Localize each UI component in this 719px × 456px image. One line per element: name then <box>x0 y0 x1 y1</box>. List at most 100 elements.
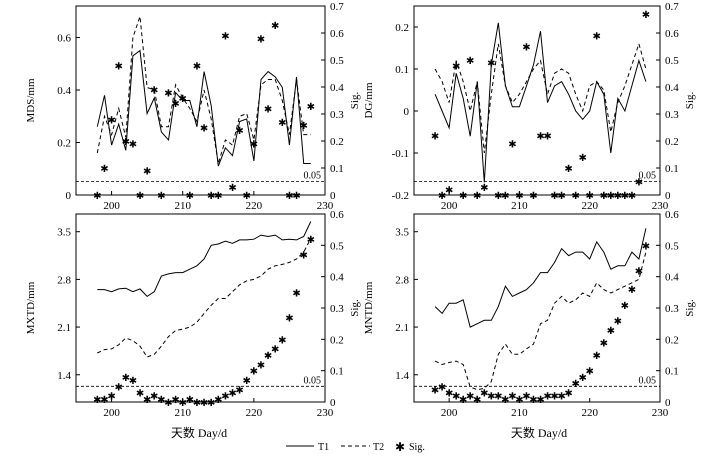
dg-sig-point: ✱ <box>487 59 495 70</box>
mxtd-sig-point: ✱ <box>271 345 279 356</box>
mntd-sig-point: ✱ <box>607 326 615 337</box>
mds-series-t2 <box>96 16 311 164</box>
dg-sig-point: ✱ <box>564 164 572 175</box>
mds-sig-point: ✱ <box>285 191 293 202</box>
mntd-sig-point: ✱ <box>557 392 565 403</box>
mds-sig-point: ✱ <box>221 32 229 43</box>
mxtd-sig-point: ✱ <box>114 382 122 393</box>
mntd-sig-point: ✱ <box>578 373 586 384</box>
mxtd-plot-frame <box>75 213 326 403</box>
mds-y2tick-label: 0.1 <box>330 163 344 175</box>
mntd-xtick-label: 200 <box>441 407 458 419</box>
mntd-sig-point: ✱ <box>628 285 636 296</box>
mxtd-xtick-label: 230 <box>317 407 334 419</box>
mxtd-sig-point: ✱ <box>186 395 194 406</box>
mds-sig-point: ✱ <box>228 183 236 194</box>
dg-plot-frame <box>413 5 661 196</box>
mntd-sig-point: ✱ <box>508 392 516 403</box>
mxtd-y2label: Sig. <box>349 299 361 317</box>
mds-sig-point: ✱ <box>136 191 144 202</box>
dg-y2tick-label: 0.4 <box>665 82 679 94</box>
mxtd-sig-point: ✱ <box>150 392 158 403</box>
mxtd-y2tick-label: 0.5 <box>330 240 344 252</box>
mds-xtick-label: 210 <box>174 200 191 212</box>
mds-ytick-label: 0 <box>66 190 72 202</box>
legend-sig-label: Sig. <box>409 442 425 453</box>
mntd-sig-point: ✱ <box>621 301 629 312</box>
dg-sig-point: ✱ <box>543 132 551 143</box>
mntd-sig-point: ✱ <box>522 392 530 403</box>
mds-sig-point: ✱ <box>214 191 222 202</box>
dg-y2tick-label: 0.6 <box>665 28 679 40</box>
dg-y2tick-label: 0.3 <box>665 109 679 121</box>
mds-ytick-label: 0.2 <box>57 138 71 150</box>
legend: T1 T2 ✱ Sig. <box>286 440 425 454</box>
mntd-sig-point: ✱ <box>586 367 594 378</box>
dg-ytick-label: 0.1 <box>395 64 409 76</box>
mntd-sig-point: ✱ <box>487 392 495 403</box>
dg-sig-point: ✱ <box>452 61 460 72</box>
mntd-y2tick-label: 0.2 <box>665 334 679 346</box>
mds-y2tick-label: 0.2 <box>330 136 344 148</box>
mntd-y2tick-label: 0.3 <box>665 303 679 315</box>
mxtd-y2tick-label: 0.2 <box>330 334 344 346</box>
mxtd-y2tick-label: 0.4 <box>330 272 344 284</box>
dg-sig-point: ✱ <box>445 186 453 197</box>
mntd-y2tick-label: 0 <box>665 397 671 409</box>
mds-sig-point: ✱ <box>164 88 172 99</box>
dg-sig-point: ✱ <box>607 191 615 202</box>
mds-sig-point: ✱ <box>100 164 108 175</box>
mds-plot-frame <box>75 5 326 196</box>
dg-sig-point: ✱ <box>501 191 509 202</box>
dg-ytick-label: 0 <box>404 106 410 118</box>
dg-series-t2 <box>434 42 647 154</box>
mxtd-sig-point: ✱ <box>228 389 236 400</box>
dg-sig-point: ✱ <box>628 191 636 202</box>
mxtd-series-t1 <box>97 221 312 298</box>
mntd-sig-point: ✱ <box>600 338 608 349</box>
dg-ytick-label: -0.1 <box>392 148 409 160</box>
mds-y2tick-label: 0.7 <box>330 1 344 13</box>
mxtd-ylabel: MXTD/mm <box>25 281 37 334</box>
dg-series-t1 <box>434 22 647 183</box>
mxtd-sig-point: ✱ <box>136 389 144 400</box>
mntd-sig-point: ✱ <box>431 385 439 396</box>
dg-sig-point: ✱ <box>635 178 643 189</box>
mntd-sig-point: ✱ <box>635 266 643 277</box>
dg-sig-point: ✱ <box>459 191 467 202</box>
mds-sig-point: ✱ <box>107 115 115 126</box>
mntd-ytick-label: 3.5 <box>395 227 409 239</box>
mntd-ylabel: MNTD/mm <box>363 281 375 334</box>
mntd-sig-point: ✱ <box>466 392 474 403</box>
dg-xtick-label: 200 <box>441 200 458 212</box>
mds-y2tick-label: 0 <box>330 190 336 202</box>
mds-sig-point: ✱ <box>157 191 165 202</box>
dg-sig-point: ✱ <box>536 132 544 143</box>
mntd-sig-point: ✱ <box>642 241 650 252</box>
mds-ytick-label: 0.4 <box>57 85 71 97</box>
dg-sig-point: ✱ <box>571 191 579 202</box>
mxtd-sig-point: ✱ <box>250 367 258 378</box>
mxtd-ytick-label: 2.1 <box>57 322 71 334</box>
dg-sig-point: ✱ <box>578 153 586 164</box>
dg-sig-point: ✱ <box>515 191 523 202</box>
mds-sig-point: ✱ <box>200 124 208 135</box>
dg-sig-point: ✱ <box>557 191 565 202</box>
dg-sig-point: ✱ <box>494 191 502 202</box>
mds-sig-point: ✱ <box>243 191 251 202</box>
mds-sig-point: ✱ <box>257 34 265 45</box>
mds-sig-point: ✱ <box>179 94 187 105</box>
mds-sig-point: ✱ <box>122 137 130 148</box>
mntd-sig-point: ✱ <box>494 392 502 403</box>
mntd-sig-point: ✱ <box>438 382 446 393</box>
mxtd-sig-point: ✱ <box>100 395 108 406</box>
dg-xtick-label: 210 <box>511 200 528 212</box>
mds-sig-point: ✱ <box>186 191 194 202</box>
mxtd-xtick-label: 200 <box>103 407 120 419</box>
mds-sig-point: ✱ <box>93 191 101 202</box>
mds-sig-point: ✱ <box>129 140 137 151</box>
mxtd-sig-point: ✱ <box>93 395 101 406</box>
mxtd-sig-threshold-label: 0.05 <box>304 375 322 386</box>
mxtd-series-t2 <box>97 238 312 358</box>
